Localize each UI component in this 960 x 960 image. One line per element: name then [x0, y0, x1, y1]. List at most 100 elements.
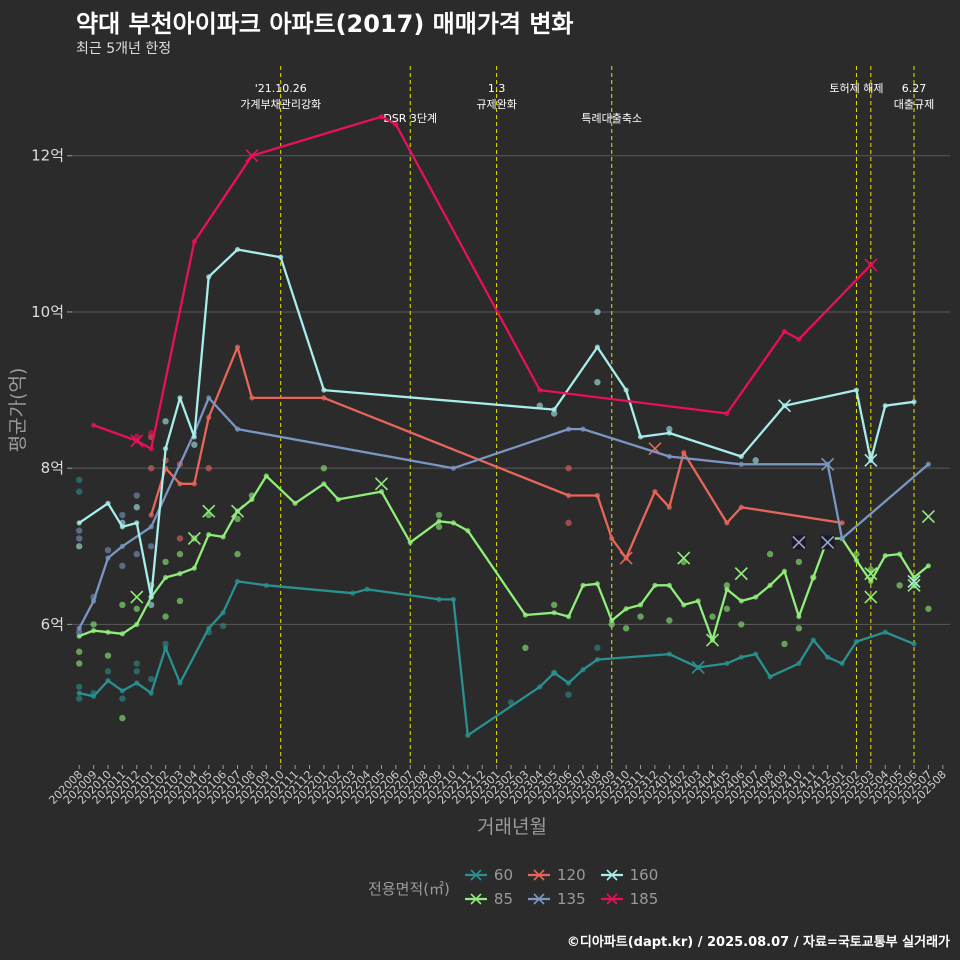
event-label: DSR 3단계 [383, 112, 437, 125]
legend-key-icon [464, 869, 487, 881]
x-marker [245, 149, 259, 163]
line-point [738, 654, 744, 660]
x-marker [821, 535, 835, 549]
data-point [594, 644, 601, 652]
line-point [753, 594, 759, 600]
line-point [724, 520, 730, 526]
line-point [249, 395, 255, 401]
line-point [206, 625, 212, 631]
data-point [75, 535, 83, 542]
line-point [681, 449, 687, 456]
data-point [104, 546, 112, 554]
line-point [666, 651, 672, 657]
data-point [104, 668, 112, 675]
legend: 전용면적(㎡) 60 120 160 85 135 185 [368, 866, 658, 908]
line-point [609, 617, 615, 624]
data-point [75, 695, 83, 702]
line-point [623, 387, 629, 393]
legend-key-icon [600, 893, 623, 905]
line-point [234, 578, 241, 585]
x-marker-stroke [691, 660, 705, 674]
legend-item-135: 135 [527, 890, 586, 908]
x-marker [470, 893, 482, 905]
line-point [436, 596, 442, 603]
line-point [465, 732, 471, 738]
legend-key-icon [464, 893, 487, 905]
data-point [133, 605, 140, 612]
line-point [594, 344, 600, 350]
data-point [75, 660, 83, 667]
line-point [882, 553, 888, 559]
line-point [220, 534, 226, 540]
line-point [105, 555, 111, 561]
x-marker-stroke [606, 893, 618, 905]
line-point [162, 645, 169, 651]
x-marker [202, 504, 216, 518]
line-point [263, 582, 269, 588]
legend-items: 60 120 160 85 135 185 [464, 866, 658, 908]
line-point [925, 563, 932, 569]
data-point [550, 601, 558, 609]
x-marker-stroke [130, 590, 144, 604]
series-120 [147, 344, 845, 565]
line-point [76, 625, 82, 631]
line-point [537, 684, 543, 690]
x-marker-stroke [606, 869, 618, 881]
line-point [90, 598, 97, 604]
x-marker [187, 531, 201, 546]
x-axis-title: 거래년월 [477, 816, 547, 838]
x-marker-stroke [230, 504, 245, 518]
x-marker [130, 434, 144, 448]
line-point [134, 621, 140, 628]
data-point [119, 695, 126, 702]
line-point [206, 395, 212, 401]
x-marker [821, 457, 835, 471]
line-point [796, 336, 802, 342]
data-point [147, 601, 155, 609]
x-marker [907, 578, 921, 592]
line-point [580, 582, 586, 588]
line-point [206, 274, 212, 280]
line-point [191, 434, 197, 440]
x-marker-stroke [792, 535, 806, 549]
legend-label: 120 [557, 866, 586, 884]
data-point [320, 464, 328, 472]
x-marker [705, 633, 720, 647]
data-point [234, 550, 241, 558]
x-marker-stroke [130, 434, 144, 448]
data-point [75, 488, 83, 495]
line-point [839, 535, 845, 542]
y-tick-label: 12억 [31, 147, 64, 165]
x-marker [864, 453, 878, 467]
data-point [896, 582, 903, 589]
line-point [119, 543, 125, 549]
line-point [191, 481, 197, 487]
data-point [75, 543, 83, 550]
line-point [105, 629, 111, 635]
line-point [666, 430, 672, 436]
data-point [565, 464, 572, 472]
data-point [119, 562, 126, 570]
x-marker-stroke [734, 567, 748, 581]
data-point [147, 675, 155, 683]
x-marker [734, 567, 748, 581]
line-point [148, 524, 154, 530]
data-point [565, 691, 572, 698]
data-point [637, 613, 644, 620]
line-point [767, 582, 773, 588]
x-marker [907, 574, 921, 589]
x-marker-stroke [245, 149, 259, 163]
data-point [133, 668, 140, 675]
data-point [147, 464, 155, 472]
line-point [695, 598, 701, 604]
x-marker [921, 510, 935, 524]
line-point [565, 680, 572, 686]
data-point [435, 511, 443, 519]
x-marker-stroke [864, 453, 878, 467]
data-point [234, 515, 241, 523]
line-point [105, 678, 111, 684]
data-point [435, 523, 443, 530]
x-marker-stroke [907, 578, 921, 592]
event-label: 특례대출축소 [581, 112, 642, 125]
series-60 [75, 476, 917, 738]
